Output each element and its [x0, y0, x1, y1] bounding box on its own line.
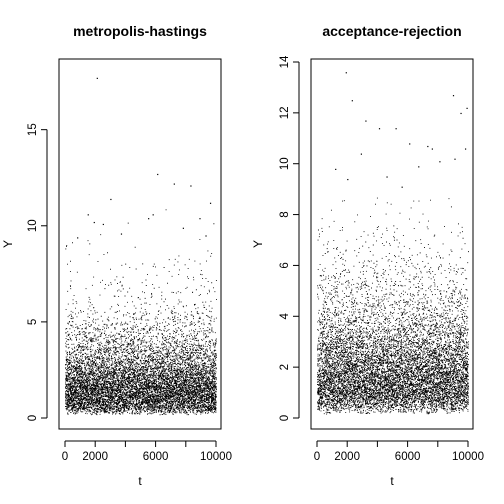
data-point	[77, 237, 79, 239]
x-tick-label: 2000	[82, 451, 108, 463]
x-tick-label: 10000	[452, 451, 484, 463]
data-point	[347, 178, 349, 181]
data-point	[205, 235, 207, 237]
y-tick-label: 10	[279, 157, 291, 170]
y-tick-label: 10	[27, 219, 39, 232]
axis-ticks: 0 2000 6000 10000 0 2 4 6 8 10 12 14	[279, 55, 484, 463]
data-point	[360, 153, 362, 155]
data-point	[209, 202, 212, 204]
y-tick-label: 0	[27, 415, 39, 421]
data-point	[110, 198, 112, 201]
data-point	[345, 72, 347, 74]
data-point	[409, 143, 411, 145]
x-tick-label: 0	[314, 451, 320, 463]
y-tick-label: 2	[279, 364, 291, 370]
data-point	[454, 158, 456, 160]
y-tick-label: 4	[279, 312, 291, 319]
data-point	[378, 128, 381, 130]
data-point	[418, 166, 420, 168]
data-point	[439, 161, 441, 163]
data-point	[152, 214, 154, 216]
chart-title: metropolis-hastings	[73, 23, 207, 39]
point-cloud	[317, 197, 469, 415]
data-point	[335, 168, 337, 170]
plot-frame	[310, 58, 474, 430]
x-axis-label: t	[390, 474, 394, 488]
data-point	[120, 233, 123, 235]
y-axis-label: Y	[1, 240, 15, 248]
y-tick-label: 5	[27, 319, 39, 325]
plot-frame	[58, 58, 222, 430]
x-tick-label: 2000	[334, 451, 360, 463]
data-point	[395, 128, 397, 130]
data-point	[87, 214, 89, 216]
data-point	[460, 112, 462, 115]
data-point	[199, 218, 201, 220]
y-tick-label: 14	[279, 55, 291, 68]
axis-ticks: 0 2000 6000 10000 0 5 10 15	[27, 123, 232, 463]
chart-title: acceptance-rejection	[322, 23, 461, 39]
data-point	[148, 218, 150, 220]
data-point	[351, 100, 353, 102]
x-tick-label: 6000	[395, 451, 421, 463]
data-point	[464, 148, 467, 150]
data-point	[102, 223, 104, 226]
data-point	[173, 183, 175, 185]
x-tick-label: 10000	[200, 451, 232, 463]
data-point	[386, 176, 388, 178]
y-tick-label: 6	[279, 262, 291, 268]
y-tick-label: 12	[279, 106, 291, 119]
data-points	[317, 72, 469, 415]
y-tick-label: 15	[27, 123, 39, 136]
data-point	[431, 148, 433, 150]
data-point	[190, 185, 192, 187]
x-tick-label: 6000	[143, 451, 169, 463]
chart-panel-metropolis-hastings: metropolis-hastings 0 2000 6000 10000 0 5 10 15…	[1, 23, 232, 488]
x-tick-label: 0	[62, 451, 68, 463]
data-point	[427, 145, 429, 148]
data-point	[96, 77, 98, 79]
y-tick-label: 0	[279, 415, 291, 421]
y-tick-label: 8	[279, 211, 291, 217]
x-axis-label: t	[138, 474, 142, 488]
data-point	[401, 186, 403, 188]
y-axis-label: Y	[251, 240, 265, 248]
chart-panel-acceptance-rejection: acceptance-rejection 0 2000 6000 10000 0 2 4 6 8…	[251, 23, 484, 488]
data-points	[65, 77, 217, 416]
data-point	[365, 120, 367, 122]
data-point	[93, 221, 95, 224]
data-point	[466, 107, 468, 109]
data-point	[157, 173, 159, 176]
point-cloud	[65, 209, 217, 416]
data-point	[452, 95, 455, 97]
data-point	[182, 227, 184, 229]
